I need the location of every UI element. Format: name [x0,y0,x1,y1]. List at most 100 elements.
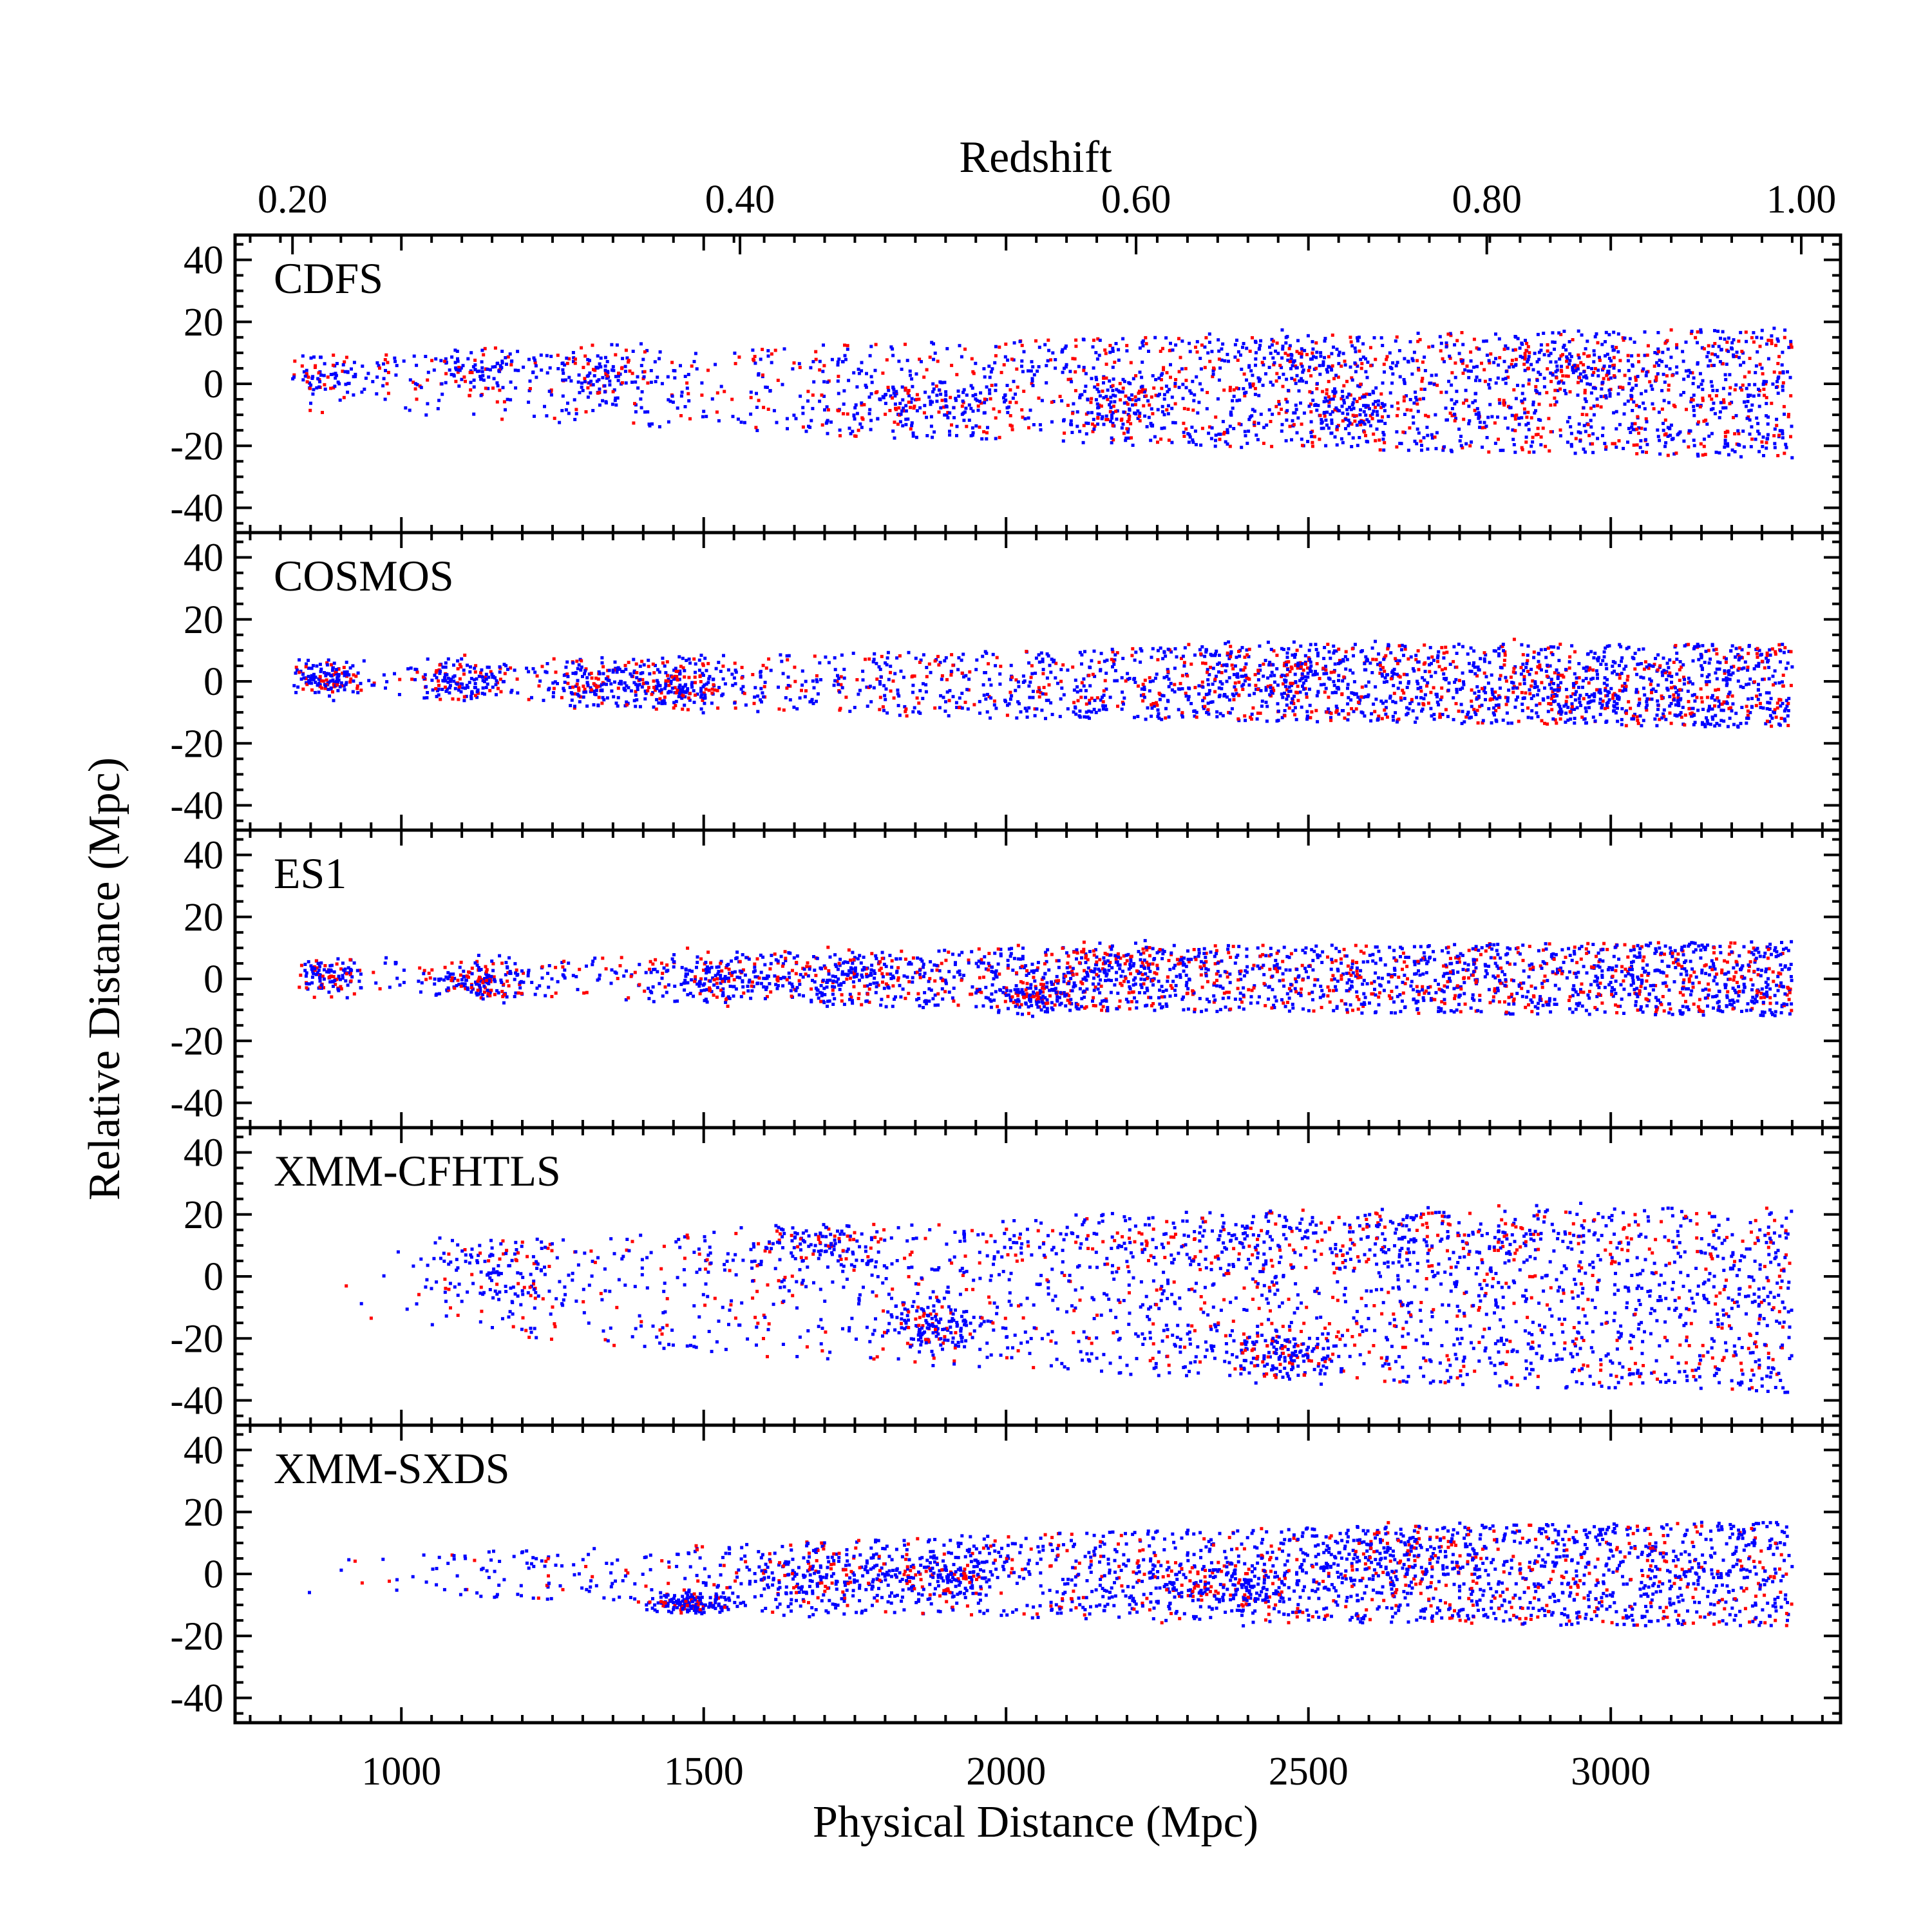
galaxy-point-blue [765,386,769,389]
galaxy-point-red [1698,405,1702,409]
galaxy-point-blue [1280,647,1283,650]
galaxy-point-blue [632,658,636,661]
galaxy-point-red [1439,390,1443,394]
galaxy-point-blue [759,357,762,361]
galaxy-point-blue [1750,697,1754,701]
galaxy-point-blue [1746,668,1750,672]
galaxy-point-red [1738,654,1741,658]
galaxy-point-blue [334,376,337,380]
galaxy-point-blue [1333,387,1336,391]
galaxy-point-blue [1591,432,1595,436]
galaxy-point-blue [1736,679,1740,683]
galaxy-point-blue [311,664,315,668]
galaxy-point-red [987,662,990,666]
galaxy-point-blue [1537,688,1540,692]
galaxy-point-blue [1363,714,1367,718]
galaxy-point-red [1256,669,1260,673]
galaxy-point-blue [1209,437,1213,440]
galaxy-point-blue [1169,341,1172,345]
galaxy-point-red [998,345,1001,349]
galaxy-point-red [1399,696,1403,700]
galaxy-point-blue [792,413,796,417]
galaxy-point-blue [1075,424,1079,428]
galaxy-point-red [1208,359,1212,363]
galaxy-point-blue [869,419,873,422]
galaxy-point-red [874,343,878,346]
galaxy-point-blue [1236,387,1240,391]
galaxy-point-blue [1633,712,1636,716]
galaxy-point-blue [1244,434,1247,438]
galaxy-point-red [1104,376,1108,380]
galaxy-point-blue [1768,648,1772,652]
galaxy-point-blue [1765,437,1769,441]
galaxy-point-blue [308,381,312,385]
galaxy-point-blue [1193,393,1197,397]
galaxy-point-red [590,676,594,680]
galaxy-point-blue [1717,705,1721,708]
galaxy-point-red [1280,408,1283,411]
galaxy-point-blue [504,408,507,412]
galaxy-point-blue [1483,659,1486,663]
galaxy-point-red [1465,365,1469,368]
galaxy-point-blue [312,355,316,359]
galaxy-point-blue [1166,390,1170,393]
galaxy-point-red [1497,398,1501,402]
galaxy-point-red [1438,712,1442,716]
galaxy-point-blue [1199,443,1203,447]
galaxy-point-red [1144,342,1148,346]
galaxy-point-blue [869,700,873,704]
galaxy-point-blue [864,383,867,387]
galaxy-point-blue [1239,422,1243,426]
galaxy-point-blue [1620,707,1624,710]
galaxy-point-red [1538,702,1542,706]
galaxy-point-blue [1030,377,1034,381]
galaxy-point-blue [1546,710,1550,714]
galaxy-point-blue [827,661,831,665]
galaxy-point-blue [1251,374,1255,377]
galaxy-point-blue [1381,701,1385,705]
galaxy-point-red [1587,668,1591,672]
galaxy-point-blue [1429,674,1433,678]
galaxy-point-blue [1690,330,1694,333]
galaxy-point-red [1112,404,1115,408]
galaxy-point-blue [603,364,607,368]
galaxy-point-red [653,688,657,692]
galaxy-point-red [1695,696,1699,699]
galaxy-point-red [679,693,683,697]
galaxy-point-blue [1654,690,1658,693]
galaxy-point-blue [629,672,632,676]
galaxy-point-red [1402,399,1406,402]
galaxy-point-blue [1294,381,1298,385]
galaxy-point-blue [1578,431,1582,435]
galaxy-point-blue [1591,715,1595,719]
galaxy-point-blue [1514,698,1518,702]
galaxy-point-red [1557,674,1560,677]
galaxy-point-red [643,370,647,374]
galaxy-point-blue [364,376,368,380]
galaxy-point-red [1696,330,1700,334]
galaxy-point-blue [1156,649,1160,652]
galaxy-point-blue [1222,693,1226,696]
galaxy-point-blue [545,414,549,418]
galaxy-point-blue [1665,677,1669,681]
galaxy-point-blue [312,388,316,392]
galaxy-point-red [1513,414,1517,418]
galaxy-point-red [898,654,902,658]
galaxy-point-blue [1315,382,1319,386]
galaxy-point-blue [1112,393,1115,397]
galaxy-point-blue [1410,357,1414,361]
galaxy-point-red [1179,355,1182,359]
galaxy-point-blue [1444,418,1448,422]
galaxy-point-blue [1338,350,1341,354]
galaxy-point-blue [1217,349,1221,353]
galaxy-point-blue [1568,352,1572,356]
galaxy-point-blue [1730,401,1734,404]
galaxy-point-blue [1300,705,1303,709]
galaxy-point-blue [884,393,887,397]
galaxy-point-blue [810,419,813,422]
galaxy-point-red [972,703,976,706]
galaxy-point-blue [1640,392,1643,395]
galaxy-point-blue [1306,675,1310,679]
galaxy-point-red [1478,705,1482,708]
galaxy-point-blue [1096,412,1100,416]
